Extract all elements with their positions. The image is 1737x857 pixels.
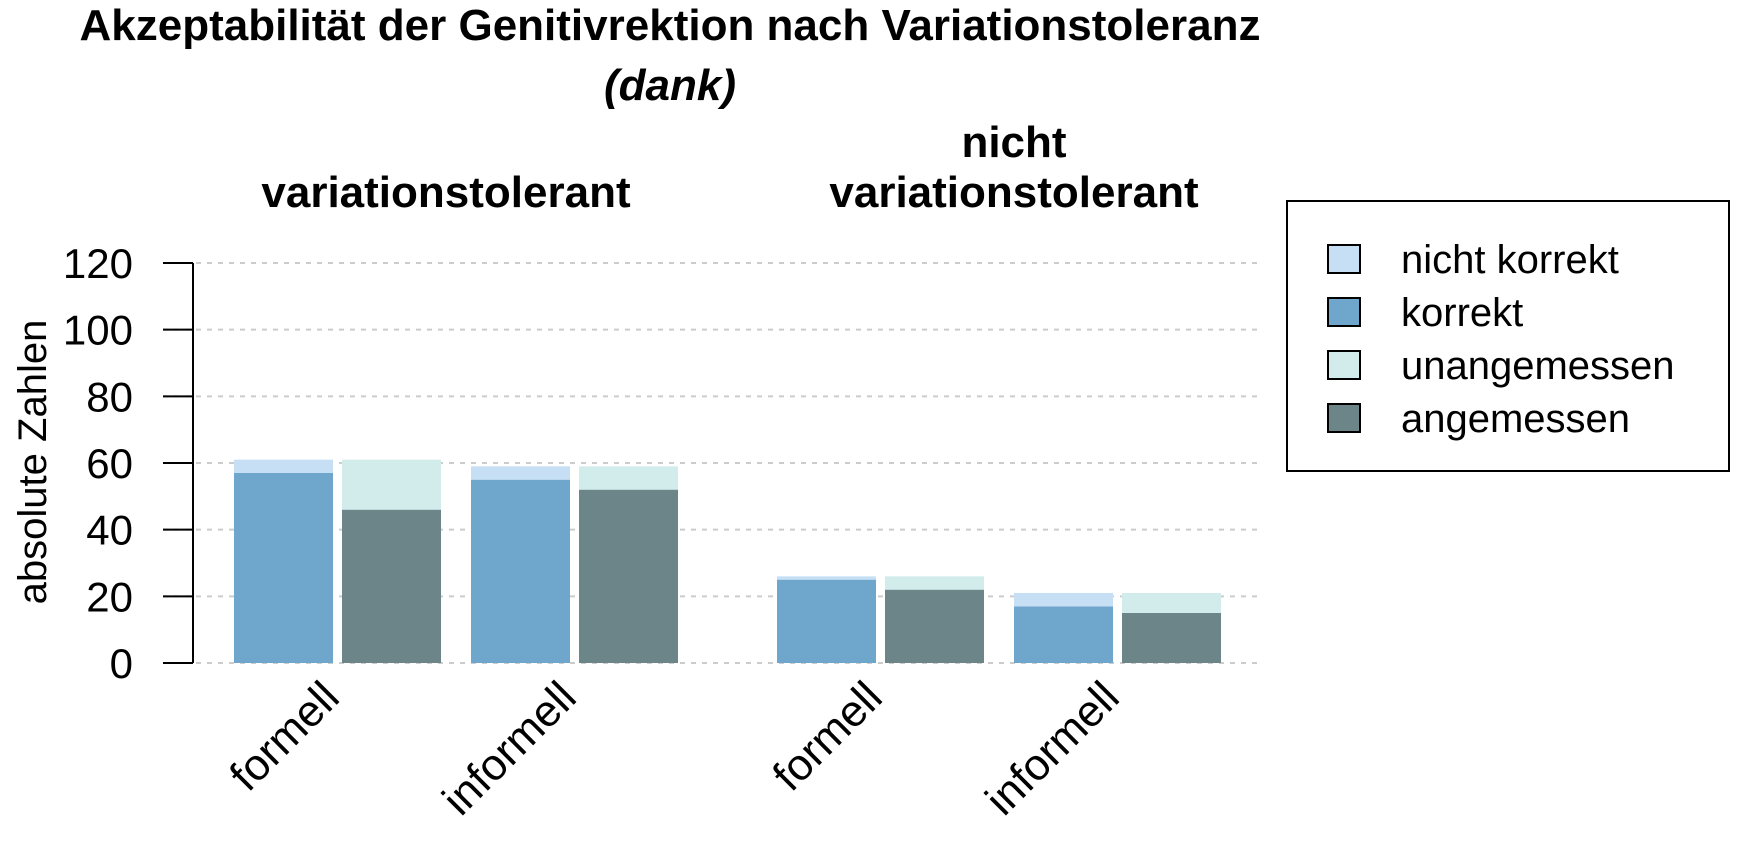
category-label: informell: [433, 672, 585, 824]
bars: [234, 459, 1221, 663]
legend: nicht korrekt korrekt unangemessen angemess…: [1286, 200, 1730, 472]
bar-angemessen: [342, 509, 441, 663]
bar-angemessen: [1122, 613, 1221, 663]
bar-nicht-korrekt: [234, 459, 333, 473]
category-labels: formell informell formell informell: [221, 672, 1129, 824]
bar-nicht-korrekt: [1014, 593, 1113, 607]
legend-label: korrekt: [1401, 291, 1523, 335]
y-tick-label: 100: [63, 307, 133, 354]
legend-swatch: [1327, 244, 1361, 274]
y-tick-label: 120: [63, 240, 133, 287]
bar-unangemessen: [579, 466, 678, 490]
bar-nicht-korrekt: [471, 466, 570, 480]
bar-unangemessen: [1122, 593, 1221, 613]
chart-texts: Akzeptabilität der Genitivrektion nach V…: [11, 1, 1260, 604]
bar-korrekt: [234, 473, 333, 663]
bar-korrekt: [471, 479, 570, 663]
y-axis: 0 20 40 60 80 100 120: [63, 240, 194, 687]
bar-korrekt: [1014, 606, 1113, 663]
legend-swatch: [1327, 403, 1361, 433]
chart-subtitle: (dank): [604, 61, 736, 110]
legend-label: angemessen: [1401, 397, 1630, 441]
legend-swatch: [1327, 297, 1361, 327]
group-labels: variationstolerantnichtvariationstoleran…: [261, 118, 1199, 217]
group-label: nicht: [961, 118, 1066, 167]
category-label: formell: [764, 672, 892, 800]
y-tick-label: 80: [86, 373, 133, 420]
category-label: formell: [221, 672, 349, 800]
legend-label: nicht korrekt: [1401, 238, 1619, 282]
chart-title: Akzeptabilität der Genitivrektion nach V…: [80, 1, 1261, 50]
bar-angemessen: [885, 589, 984, 663]
legend-swatch: [1327, 350, 1361, 380]
y-axis-label: absolute Zahlen: [11, 320, 55, 605]
group-label: variationstolerant: [261, 168, 631, 217]
legend-label: unangemessen: [1401, 344, 1675, 388]
category-label: informell: [976, 672, 1128, 824]
bar-nicht-korrekt: [777, 576, 876, 580]
bar-unangemessen: [342, 459, 441, 510]
group-label: variationstolerant: [829, 168, 1199, 217]
y-tick-label: 0: [110, 640, 133, 687]
y-tick-label: 20: [86, 573, 133, 620]
bar-korrekt: [777, 579, 876, 663]
bar-angemessen: [579, 489, 678, 663]
bar-unangemessen: [885, 576, 984, 590]
y-tick-label: 60: [86, 440, 133, 487]
y-tick-label: 40: [86, 507, 133, 554]
